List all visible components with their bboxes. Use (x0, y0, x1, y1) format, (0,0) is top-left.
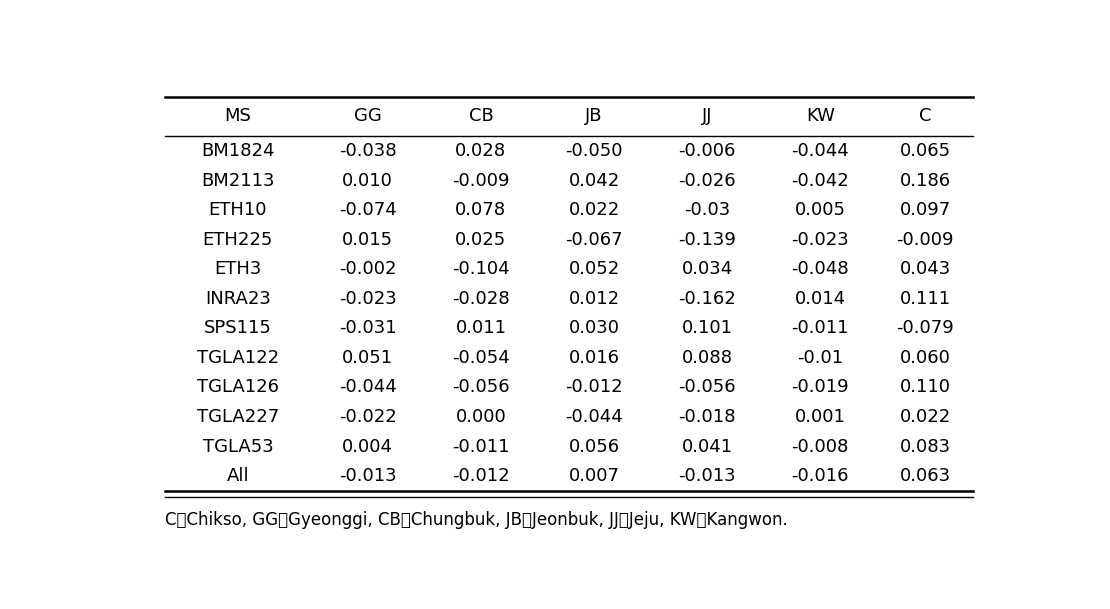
Text: INRA23: INRA23 (205, 290, 271, 308)
Text: -0.008: -0.008 (791, 438, 849, 456)
Text: -0.056: -0.056 (678, 379, 736, 396)
Text: -0.028: -0.028 (452, 290, 509, 308)
Text: -0.009: -0.009 (896, 231, 953, 249)
Text: 0.022: 0.022 (568, 201, 619, 219)
Text: -0.056: -0.056 (452, 379, 509, 396)
Text: -0.03: -0.03 (684, 201, 730, 219)
Text: 0.014: 0.014 (795, 290, 846, 308)
Text: -0.048: -0.048 (791, 260, 849, 278)
Text: ETH10: ETH10 (209, 201, 268, 219)
Text: -0.079: -0.079 (896, 319, 953, 337)
Text: 0.078: 0.078 (455, 201, 506, 219)
Text: -0.006: -0.006 (678, 142, 736, 160)
Text: BM2113: BM2113 (201, 172, 274, 189)
Text: TGLA126: TGLA126 (196, 379, 279, 396)
Text: -0.044: -0.044 (339, 379, 396, 396)
Text: -0.022: -0.022 (339, 408, 396, 426)
Text: 0.110: 0.110 (899, 379, 950, 396)
Text: -0.162: -0.162 (678, 290, 736, 308)
Text: MS: MS (224, 107, 251, 125)
Text: 0.043: 0.043 (899, 260, 950, 278)
Text: 0.028: 0.028 (455, 142, 506, 160)
Text: 0.041: 0.041 (682, 438, 733, 456)
Text: 0.010: 0.010 (342, 172, 393, 189)
Text: SPS115: SPS115 (204, 319, 272, 337)
Text: 0.060: 0.060 (899, 349, 950, 367)
Text: 0.022: 0.022 (899, 408, 950, 426)
Text: 0.065: 0.065 (899, 142, 950, 160)
Text: All: All (226, 467, 249, 485)
Text: -0.011: -0.011 (791, 319, 849, 337)
Text: 0.005: 0.005 (795, 201, 846, 219)
Text: JB: JB (585, 107, 603, 125)
Text: 0.012: 0.012 (568, 290, 619, 308)
Text: -0.050: -0.050 (565, 142, 623, 160)
Text: TGLA227: TGLA227 (196, 408, 279, 426)
Text: BM1824: BM1824 (201, 142, 274, 160)
Text: 0.011: 0.011 (455, 319, 506, 337)
Text: -0.019: -0.019 (791, 379, 849, 396)
Text: -0.038: -0.038 (339, 142, 396, 160)
Text: -0.042: -0.042 (791, 172, 849, 189)
Text: 0.015: 0.015 (342, 231, 393, 249)
Text: 0.083: 0.083 (899, 438, 950, 456)
Text: -0.044: -0.044 (791, 142, 849, 160)
Text: CB: CB (468, 107, 493, 125)
Text: -0.009: -0.009 (452, 172, 509, 189)
Text: 0.097: 0.097 (899, 201, 950, 219)
Text: -0.067: -0.067 (565, 231, 623, 249)
Text: -0.139: -0.139 (678, 231, 736, 249)
Text: JJ: JJ (702, 107, 713, 125)
Text: KW: KW (806, 107, 835, 125)
Text: ETH3: ETH3 (214, 260, 262, 278)
Text: -0.031: -0.031 (339, 319, 396, 337)
Text: 0.042: 0.042 (568, 172, 619, 189)
Text: 0.111: 0.111 (899, 290, 950, 308)
Text: -0.026: -0.026 (678, 172, 736, 189)
Text: GG: GG (354, 107, 382, 125)
Text: 0.063: 0.063 (899, 467, 950, 485)
Text: 0.004: 0.004 (342, 438, 393, 456)
Text: -0.013: -0.013 (339, 467, 396, 485)
Text: -0.016: -0.016 (791, 467, 849, 485)
Text: TGLA122: TGLA122 (196, 349, 279, 367)
Text: -0.054: -0.054 (452, 349, 509, 367)
Text: -0.023: -0.023 (339, 290, 396, 308)
Text: 0.051: 0.051 (342, 349, 393, 367)
Text: -0.012: -0.012 (452, 467, 509, 485)
Text: 0.030: 0.030 (568, 319, 619, 337)
Text: 0.052: 0.052 (568, 260, 619, 278)
Text: -0.012: -0.012 (565, 379, 623, 396)
Text: 0.186: 0.186 (899, 172, 950, 189)
Text: 0.034: 0.034 (682, 260, 733, 278)
Text: C: C (919, 107, 931, 125)
Text: 0.025: 0.025 (455, 231, 506, 249)
Text: -0.023: -0.023 (791, 231, 849, 249)
Text: 0.101: 0.101 (682, 319, 733, 337)
Text: -0.011: -0.011 (452, 438, 509, 456)
Text: 0.056: 0.056 (568, 438, 619, 456)
Text: -0.104: -0.104 (452, 260, 509, 278)
Text: 0.007: 0.007 (568, 467, 619, 485)
Text: -0.044: -0.044 (565, 408, 623, 426)
Text: TGLA53: TGLA53 (202, 438, 273, 456)
Text: 0.016: 0.016 (568, 349, 619, 367)
Text: 0.001: 0.001 (795, 408, 846, 426)
Text: -0.01: -0.01 (797, 349, 844, 367)
Text: C：Chikso, GG：Gyeonggi, CB：Chungbuk, JB：Jeonbuk, JJ：Jeju, KW：Kangwon.: C：Chikso, GG：Gyeonggi, CB：Chungbuk, JB：J… (164, 511, 787, 529)
Text: -0.018: -0.018 (678, 408, 736, 426)
Text: 0.000: 0.000 (455, 408, 506, 426)
Text: -0.074: -0.074 (339, 201, 396, 219)
Text: -0.013: -0.013 (678, 467, 736, 485)
Text: ETH225: ETH225 (203, 231, 273, 249)
Text: -0.002: -0.002 (339, 260, 396, 278)
Text: 0.088: 0.088 (682, 349, 733, 367)
